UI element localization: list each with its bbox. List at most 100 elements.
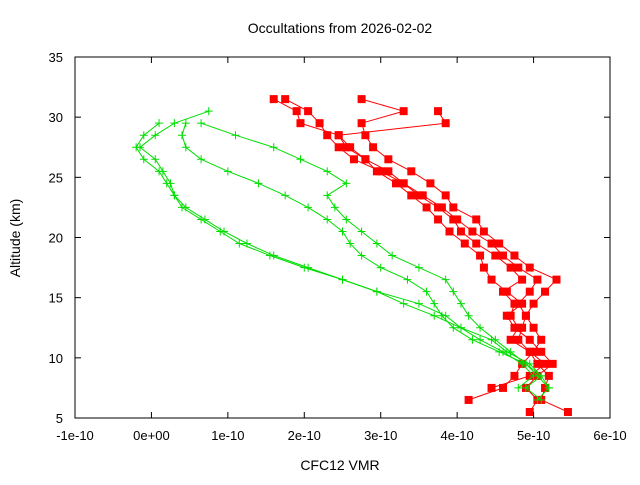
data-point (269, 143, 278, 152)
data-point (155, 119, 164, 128)
data-point (392, 179, 400, 188)
data-point (499, 383, 507, 392)
data-point (162, 179, 171, 188)
data-point (487, 383, 496, 392)
x-tick-label: 2e-10 (288, 428, 321, 443)
data-point (544, 383, 553, 392)
series-line (139, 110, 550, 401)
data-point (506, 263, 515, 272)
data-point (476, 323, 485, 332)
data-point (139, 155, 148, 164)
data-point (384, 167, 393, 176)
data-point (422, 287, 431, 296)
series-profile-red-1 (357, 95, 572, 416)
data-point (518, 299, 527, 308)
data-point (521, 311, 530, 320)
data-point (296, 119, 305, 128)
x-tick-label: 5e-10 (517, 428, 550, 443)
data-point (323, 131, 332, 140)
series-layer (132, 95, 572, 416)
data-point (357, 227, 366, 236)
data-point (521, 359, 530, 368)
y-tick-label: 30 (49, 110, 63, 125)
data-point (296, 155, 305, 164)
data-point (518, 275, 527, 284)
data-point (460, 239, 469, 248)
data-point (357, 119, 366, 128)
data-point (456, 323, 465, 332)
data-point (430, 299, 439, 308)
data-point (464, 395, 473, 404)
y-axis-ticks: 5 10 15 20 25 30 35 (49, 50, 610, 426)
series-line (181, 123, 543, 401)
data-point (139, 131, 148, 140)
data-point (529, 323, 538, 332)
data-point (357, 95, 366, 104)
data-point (506, 335, 515, 344)
x-axis-label: CFC12 VMR (300, 457, 379, 473)
data-point (235, 239, 244, 248)
data-point (491, 251, 500, 260)
data-point (541, 359, 550, 368)
data-point (269, 95, 278, 104)
data-point (372, 239, 381, 248)
data-point (181, 143, 190, 152)
data-point (499, 251, 507, 260)
data-point (346, 239, 355, 248)
data-point (399, 107, 408, 116)
y-axis-label: Altitude (km) (7, 199, 23, 278)
data-point (407, 191, 416, 200)
data-point (376, 263, 385, 272)
chart-title: Occultations from 2026-02-02 (248, 20, 433, 36)
data-point (495, 239, 504, 248)
data-point (269, 251, 278, 260)
data-point (468, 335, 477, 344)
data-point (422, 203, 431, 212)
data-point (479, 263, 488, 272)
data-point (323, 167, 332, 176)
data-point (220, 227, 229, 236)
data-point (441, 275, 450, 284)
data-point (197, 119, 206, 128)
data-point (472, 215, 481, 224)
data-point (544, 371, 553, 380)
data-point (525, 287, 534, 296)
data-point (434, 215, 443, 224)
data-point (537, 395, 546, 404)
data-point (342, 143, 351, 152)
series-profile-red-4 (269, 95, 550, 392)
data-point (181, 119, 190, 128)
data-point (304, 263, 313, 272)
data-point (315, 119, 324, 128)
data-point (449, 287, 458, 296)
data-point (525, 407, 534, 416)
data-point (349, 155, 358, 164)
data-point (304, 107, 313, 116)
data-point (510, 299, 519, 308)
data-point (487, 275, 496, 284)
data-point (334, 131, 343, 140)
data-point (476, 335, 485, 344)
data-point (479, 227, 488, 236)
data-point (372, 167, 381, 176)
data-point (342, 179, 351, 188)
data-point (281, 191, 290, 200)
data-point (155, 167, 164, 176)
data-point (552, 275, 561, 284)
data-point (449, 215, 458, 224)
data-point (132, 143, 141, 152)
data-point (548, 359, 557, 368)
x-axis-ticks: -1e-10 0e+00 1e-10 2e-10 3e-10 4e-10 5e-10 6e-1… (56, 57, 627, 443)
data-point (197, 155, 206, 164)
series-profile-green-2 (132, 119, 538, 392)
data-point (514, 383, 523, 392)
data-point (361, 155, 370, 164)
data-point (342, 215, 351, 224)
series-line (273, 98, 546, 389)
data-point (170, 119, 179, 128)
data-point (434, 203, 443, 212)
data-point (499, 287, 507, 296)
series-profile-green-4 (197, 119, 553, 392)
data-point (525, 263, 534, 272)
data-point (204, 107, 213, 116)
